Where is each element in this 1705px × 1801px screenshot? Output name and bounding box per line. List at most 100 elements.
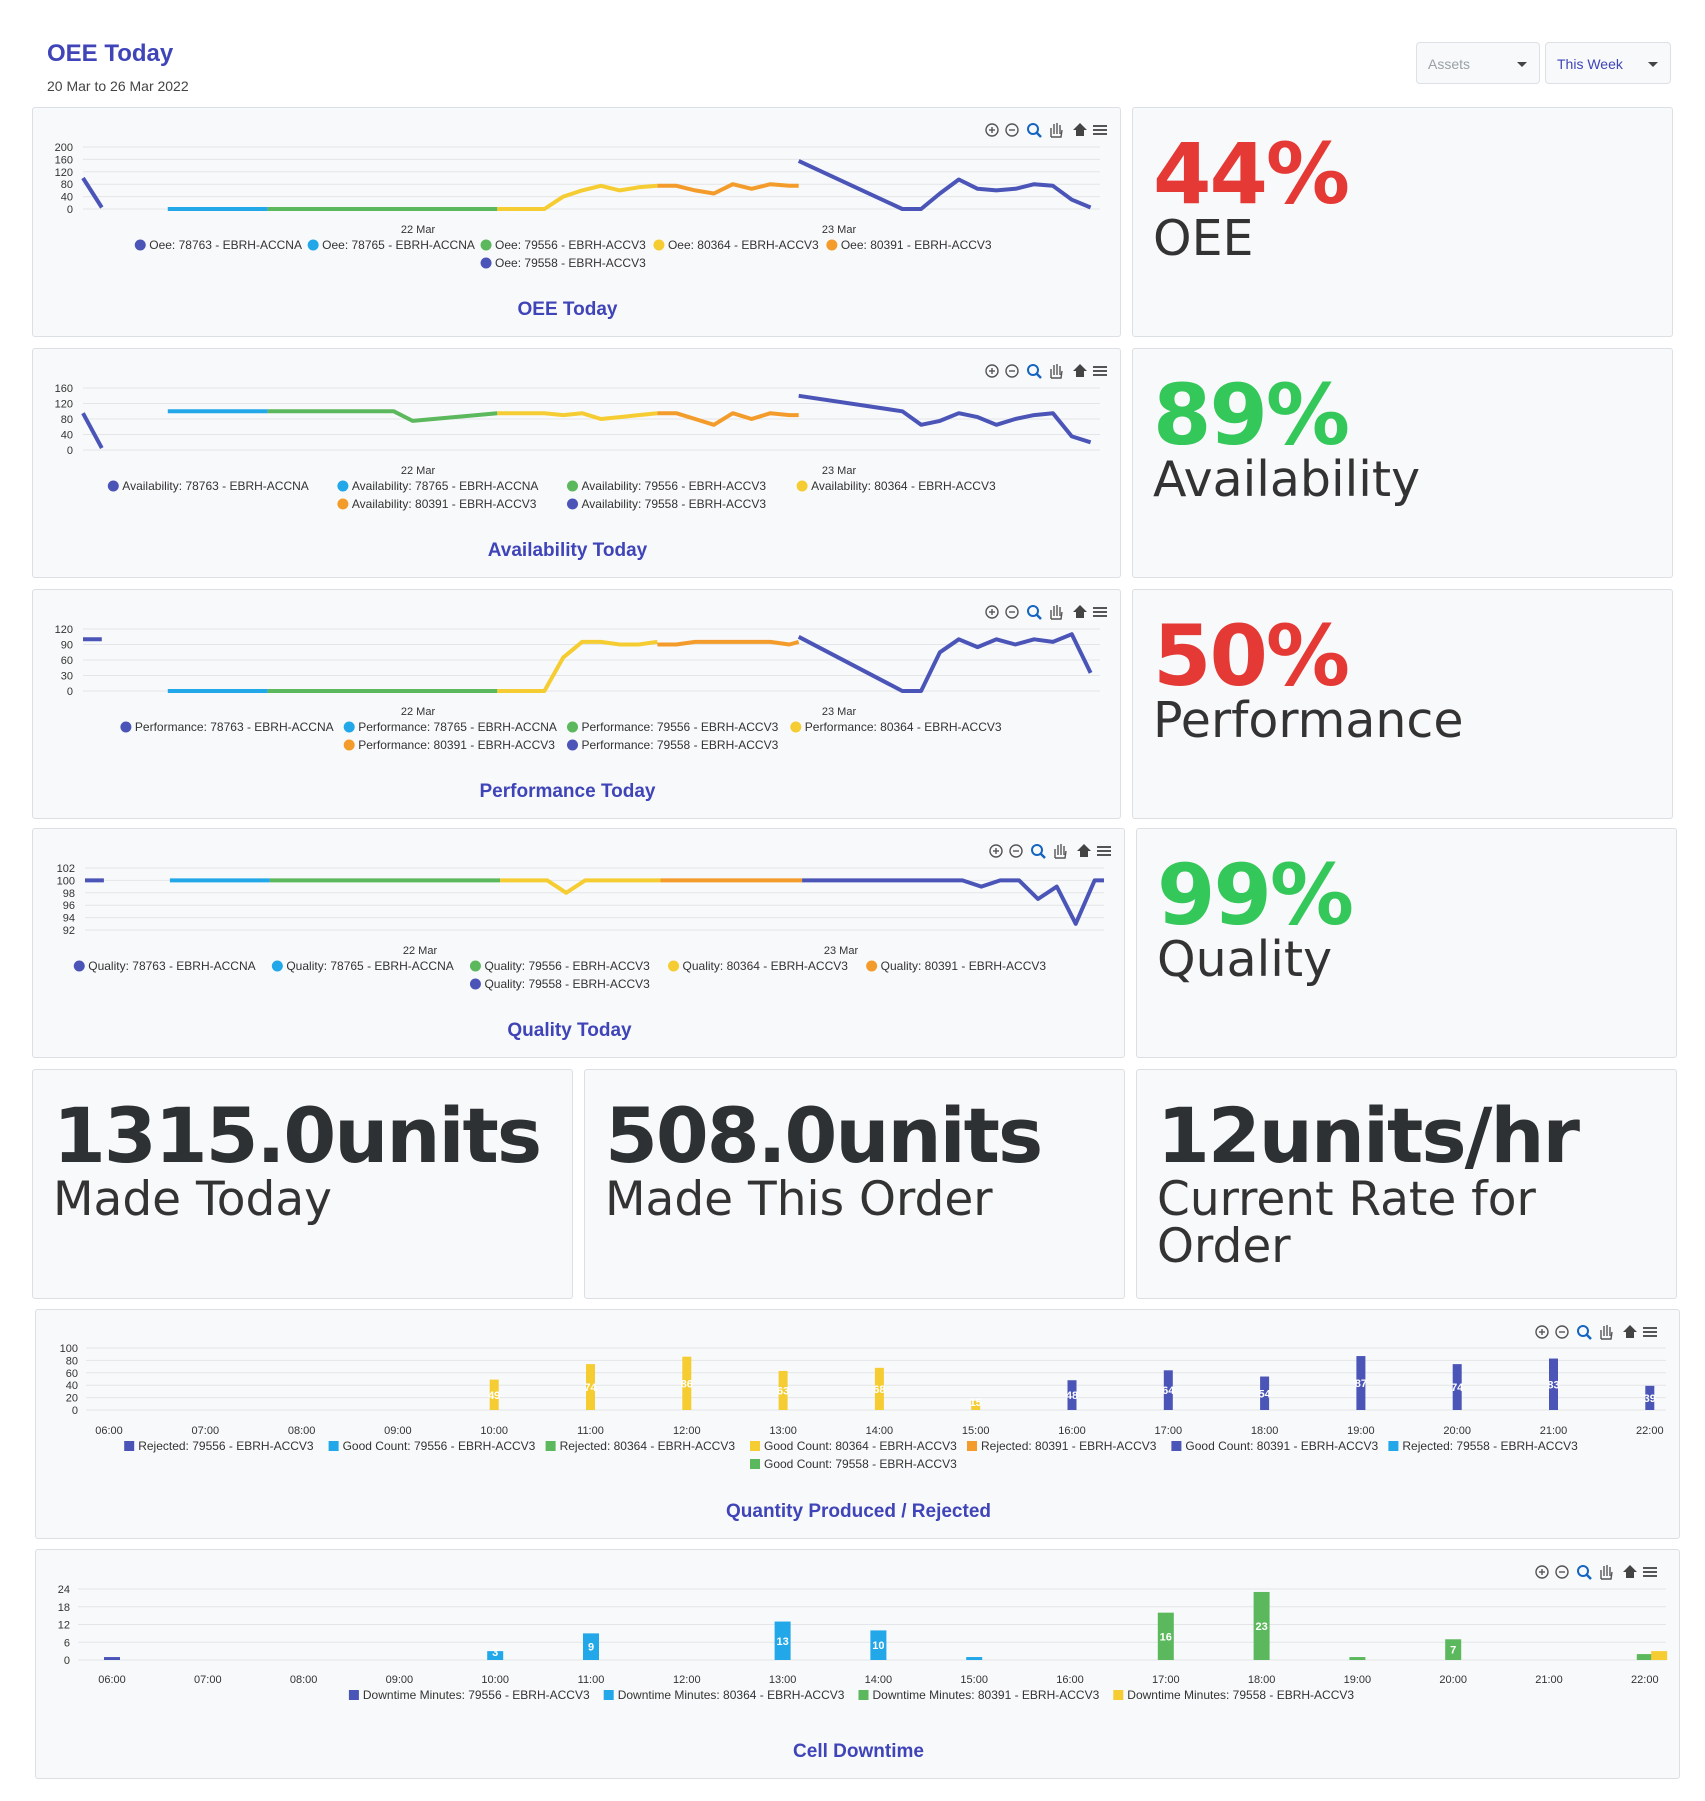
zoom-select-icon[interactable]: [1027, 605, 1042, 620]
home-icon[interactable]: [1073, 605, 1087, 618]
bar: [870, 1630, 887, 1660]
legend-marker: [469, 960, 481, 972]
zoom-in-icon[interactable]: [989, 844, 1003, 858]
home-icon[interactable]: [1077, 844, 1091, 857]
x-tick-label: 08:00: [290, 1674, 318, 1686]
x-tick-label: 23 Mar: [822, 706, 857, 718]
period-dropdown-label: This Week: [1557, 56, 1623, 72]
bar-data-label: 74: [584, 1382, 597, 1394]
downtime-chart-card: 0 6 12 18 24 06:00 07:00 08:00 09:00 10:00 11:00 12…: [35, 1549, 1680, 1779]
x-tick-label: 14:00: [866, 1425, 894, 1437]
legend-marker: [858, 1690, 869, 1700]
x-tick-label: 22 Mar: [401, 706, 436, 718]
x-tick-label: 18:00: [1248, 1674, 1276, 1686]
series-line: [657, 182, 799, 196]
zoom-out-icon[interactable]: [1005, 123, 1019, 137]
series-line: [81, 176, 104, 209]
y-tick-label: 18: [58, 1602, 70, 1614]
x-tick-label: 06:00: [98, 1674, 126, 1686]
home-icon[interactable]: [1073, 364, 1087, 377]
x-tick-label: 20:00: [1443, 1425, 1471, 1437]
bar: [583, 1633, 599, 1660]
home-icon[interactable]: [1073, 123, 1087, 136]
x-tick-label: 15:00: [962, 1425, 990, 1437]
bar: [1651, 1651, 1668, 1660]
legend-label: Performance: 79556 - EBRH-ACCV3: [582, 720, 779, 734]
zoom-select-icon[interactable]: [1027, 364, 1042, 379]
series-line: [797, 632, 1093, 693]
x-tick-label: 10:00: [480, 1425, 508, 1437]
pan-hand-icon[interactable]: [1050, 364, 1063, 379]
y-tick-label: 100: [60, 1343, 78, 1355]
legend-marker: [567, 739, 578, 751]
legend-label: Quality: 79558 - EBRH-ACCV3: [484, 977, 650, 991]
bar-data-label: 83: [1547, 1379, 1559, 1391]
x-tick-label: 21:00: [1540, 1425, 1568, 1437]
menu-icon[interactable]: [1097, 846, 1111, 856]
y-tick-label: 80: [66, 1355, 78, 1367]
pan-hand-icon[interactable]: [1054, 844, 1067, 859]
zoom-in-icon[interactable]: [985, 364, 999, 378]
performance-chart-card: 0 30 60 90 120 22 Mar 23 Mar Performance: 78763…: [32, 589, 1121, 819]
zoom-out-icon[interactable]: [1005, 364, 1019, 378]
zoom-in-icon[interactable]: [1535, 1325, 1549, 1339]
bar: [489, 1379, 499, 1410]
zoom-out-icon[interactable]: [1555, 1565, 1569, 1579]
menu-icon[interactable]: [1093, 366, 1107, 376]
rate-value: 12units/hr: [1157, 1091, 1580, 1180]
zoom-in-icon[interactable]: [985, 605, 999, 619]
menu-icon[interactable]: [1643, 1567, 1657, 1577]
y-tick-label: 94: [63, 913, 75, 925]
bar: [104, 1657, 120, 1660]
menu-icon[interactable]: [1093, 607, 1107, 617]
bar: [487, 1651, 504, 1660]
performance-kpi-label: Performance: [1153, 692, 1464, 749]
bar-data-label: 15: [970, 1397, 982, 1409]
chart-toolbar: [1535, 1565, 1657, 1580]
legend-marker: [337, 480, 349, 492]
home-icon[interactable]: [1623, 1565, 1637, 1578]
legend-label: Availability: 80364 - EBRH-ACCV3: [811, 479, 996, 493]
legend-label: Quality: 79556 - EBRH-ACCV3: [484, 959, 650, 973]
home-icon[interactable]: [1623, 1325, 1637, 1338]
period-dropdown[interactable]: This Week: [1545, 42, 1671, 84]
zoom-out-icon[interactable]: [1005, 605, 1019, 619]
pan-hand-icon[interactable]: [1050, 605, 1063, 620]
legend-marker: [603, 1690, 614, 1700]
bar-data-label: 9: [588, 1642, 594, 1654]
pan-hand-icon[interactable]: [1600, 1325, 1613, 1340]
zoom-select-icon[interactable]: [1031, 844, 1046, 859]
chart-toolbar: [1535, 1325, 1657, 1340]
zoom-select-icon[interactable]: [1577, 1325, 1592, 1340]
menu-icon[interactable]: [1093, 125, 1107, 135]
legend-label: Rejected: 79558 - EBRH-ACCV3: [1402, 1439, 1578, 1453]
availability-chart: 0 40 80 120 160 22 Mar 23 Mar Availability: 787…: [55, 364, 1107, 561]
legend-marker: [567, 480, 578, 492]
legend-marker: [545, 1441, 556, 1451]
rate-label: Current Rate for Order: [1157, 1172, 1536, 1274]
legend-label: Performance: 78765 - EBRH-ACCNA: [358, 720, 557, 734]
x-tick-label: 17:00: [1152, 1674, 1180, 1686]
x-tick-label: 18:00: [1251, 1425, 1279, 1437]
availability-kpi-value: 89%: [1153, 366, 1350, 464]
zoom-in-icon[interactable]: [1535, 1565, 1549, 1579]
rate-card: 12units/hr Current Rate for Order: [1136, 1069, 1677, 1299]
chart-title: Performance Today: [480, 781, 656, 802]
series-line: [500, 878, 661, 895]
pan-hand-icon[interactable]: [1050, 123, 1063, 138]
zoom-select-icon[interactable]: [1027, 123, 1042, 138]
chart-title: Availability Today: [488, 540, 648, 561]
bar: [971, 1400, 981, 1410]
menu-icon[interactable]: [1643, 1327, 1657, 1337]
bar: [1163, 1370, 1173, 1410]
legend-marker: [750, 1459, 760, 1469]
zoom-select-icon[interactable]: [1577, 1565, 1592, 1580]
assets-dropdown[interactable]: Assets: [1416, 42, 1540, 84]
zoom-out-icon[interactable]: [1555, 1325, 1569, 1339]
zoom-in-icon[interactable]: [985, 123, 999, 137]
chart-toolbar: [985, 605, 1107, 620]
y-tick-label: 0: [72, 1405, 78, 1417]
bar: [586, 1364, 595, 1410]
zoom-out-icon[interactable]: [1009, 844, 1023, 858]
pan-hand-icon[interactable]: [1600, 1565, 1613, 1580]
